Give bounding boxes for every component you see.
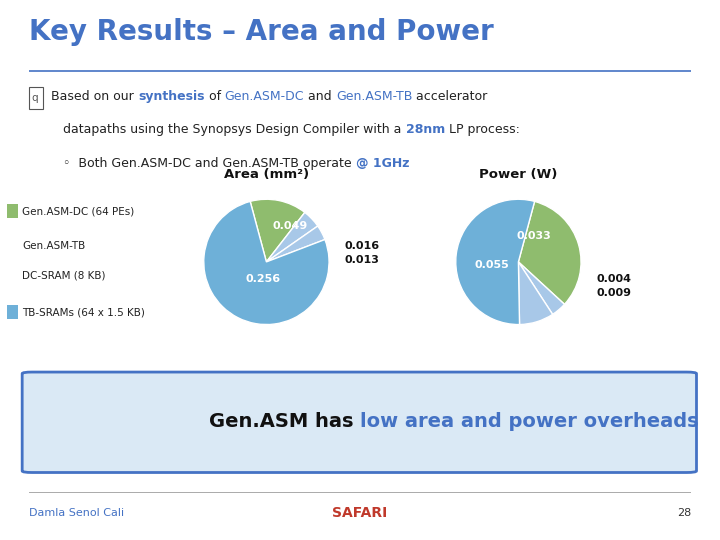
Text: Gen.ASM-TB: Gen.ASM-TB: [336, 91, 413, 104]
Text: Gen.ASM-DC: Gen.ASM-DC: [225, 91, 305, 104]
Text: @ 1GHz: @ 1GHz: [356, 157, 410, 170]
Wedge shape: [456, 199, 535, 325]
FancyBboxPatch shape: [7, 305, 18, 319]
Text: 0.009: 0.009: [597, 288, 631, 298]
Text: 0.256: 0.256: [246, 274, 281, 285]
Text: Key Results – Area and Power: Key Results – Area and Power: [29, 18, 493, 46]
Text: 0.049: 0.049: [273, 220, 308, 231]
Text: ◦  Both Gen.ASM-DC and Gen.ASM-TB operate: ◦ Both Gen.ASM-DC and Gen.ASM-TB operate: [48, 157, 356, 170]
Text: SAFARI: SAFARI: [333, 507, 387, 520]
Title: Area (mm²): Area (mm²): [224, 168, 309, 181]
Text: synthesis: synthesis: [138, 91, 204, 104]
Text: Damla Senol Cali: Damla Senol Cali: [29, 508, 124, 518]
Text: 0.004: 0.004: [597, 274, 631, 285]
Wedge shape: [266, 212, 318, 262]
Text: and: and: [305, 91, 336, 104]
Wedge shape: [266, 226, 325, 262]
Text: Gen.ASM-TB: Gen.ASM-TB: [22, 241, 86, 251]
Text: of: of: [204, 91, 225, 104]
Text: Based on our: Based on our: [48, 91, 138, 104]
Title: Power (W): Power (W): [480, 168, 557, 181]
Text: accelerator: accelerator: [413, 91, 487, 104]
Text: Gen.ASM-DC (64 PEs): Gen.ASM-DC (64 PEs): [22, 206, 135, 216]
Wedge shape: [204, 201, 329, 325]
FancyBboxPatch shape: [22, 372, 696, 472]
Text: TB-SRAMs (64 x 1.5 KB): TB-SRAMs (64 x 1.5 KB): [22, 307, 145, 318]
FancyBboxPatch shape: [29, 87, 43, 109]
Text: 0.013: 0.013: [345, 255, 379, 265]
Text: datapaths using the Synopsys Design Compiler with a: datapaths using the Synopsys Design Comp…: [48, 123, 406, 136]
Text: LP process:: LP process:: [445, 123, 520, 136]
Text: 0.055: 0.055: [474, 260, 510, 270]
Wedge shape: [250, 199, 305, 262]
Text: 0.033: 0.033: [517, 231, 552, 241]
Text: 28: 28: [677, 508, 691, 518]
Wedge shape: [518, 201, 581, 305]
Text: DC-SRAM (8 KB): DC-SRAM (8 KB): [22, 271, 106, 281]
Text: low area and power overheads: low area and power overheads: [360, 411, 698, 431]
Text: 0.016: 0.016: [345, 241, 380, 251]
Text: Gen.ASM has: Gen.ASM has: [209, 411, 360, 431]
FancyBboxPatch shape: [7, 204, 18, 218]
Text: q: q: [32, 93, 38, 103]
Wedge shape: [518, 262, 553, 325]
Text: 28nm: 28nm: [406, 123, 445, 136]
Wedge shape: [518, 262, 564, 314]
